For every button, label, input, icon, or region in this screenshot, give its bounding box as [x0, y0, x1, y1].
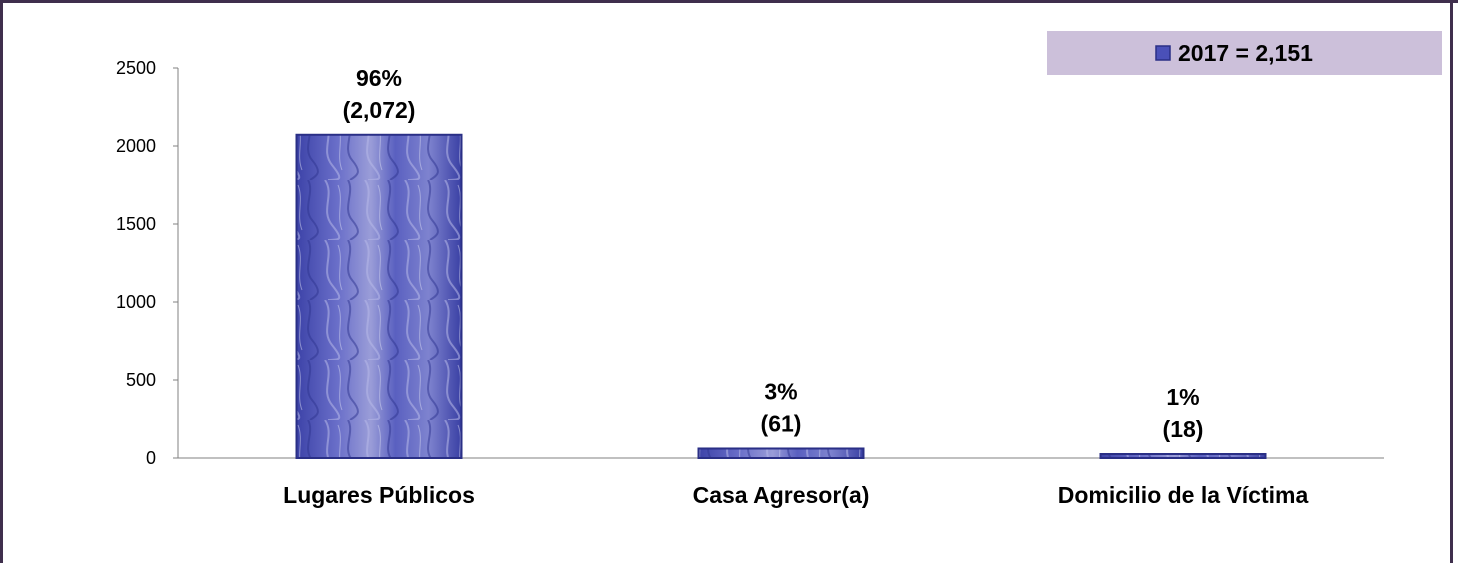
data-label-percent: 3%: [764, 378, 797, 404]
category-labels: Lugares Públicos Casa Agresor(a) Domicilio…: [283, 482, 1308, 508]
data-labels: 96% (2,072) 3% (61) 1% (18): [343, 65, 1204, 442]
chart-frame-top-border: [0, 0, 1458, 3]
data-label-count: (18): [1163, 416, 1204, 442]
y-tick-label: 2000: [116, 136, 156, 156]
y-tick-label: 1500: [116, 214, 156, 234]
bar-series: [295, 133, 1267, 460]
bar-texture: [1101, 455, 1265, 457]
bar-texture: [297, 135, 461, 457]
data-label-count: (61): [761, 410, 802, 436]
data-label-percent: 1%: [1166, 384, 1199, 410]
legend: 2017 = 2,151: [1047, 31, 1442, 75]
legend-swatch: [1155, 45, 1171, 61]
bar-texture: [699, 449, 863, 457]
y-tick-label: 1000: [116, 292, 156, 312]
data-label-percent: 96%: [356, 65, 402, 91]
category-label: Domicilio de la Víctima: [1058, 482, 1309, 508]
y-tick-label: 500: [126, 370, 156, 390]
category-label: Lugares Públicos: [283, 482, 475, 508]
y-tick-label: 2500: [116, 58, 156, 78]
legend-label: 2017 = 2,151: [1178, 40, 1313, 66]
chart-frame-right-border: [1450, 0, 1453, 563]
category-label: Casa Agresor(a): [693, 482, 870, 508]
legend-background: [1047, 31, 1442, 75]
y-axis: 0 500 1000 1500 2000 2500: [116, 58, 179, 468]
y-tick-label: 0: [146, 448, 156, 468]
data-label-count: (2,072): [343, 97, 416, 123]
chart-frame-left-border: [0, 0, 3, 563]
